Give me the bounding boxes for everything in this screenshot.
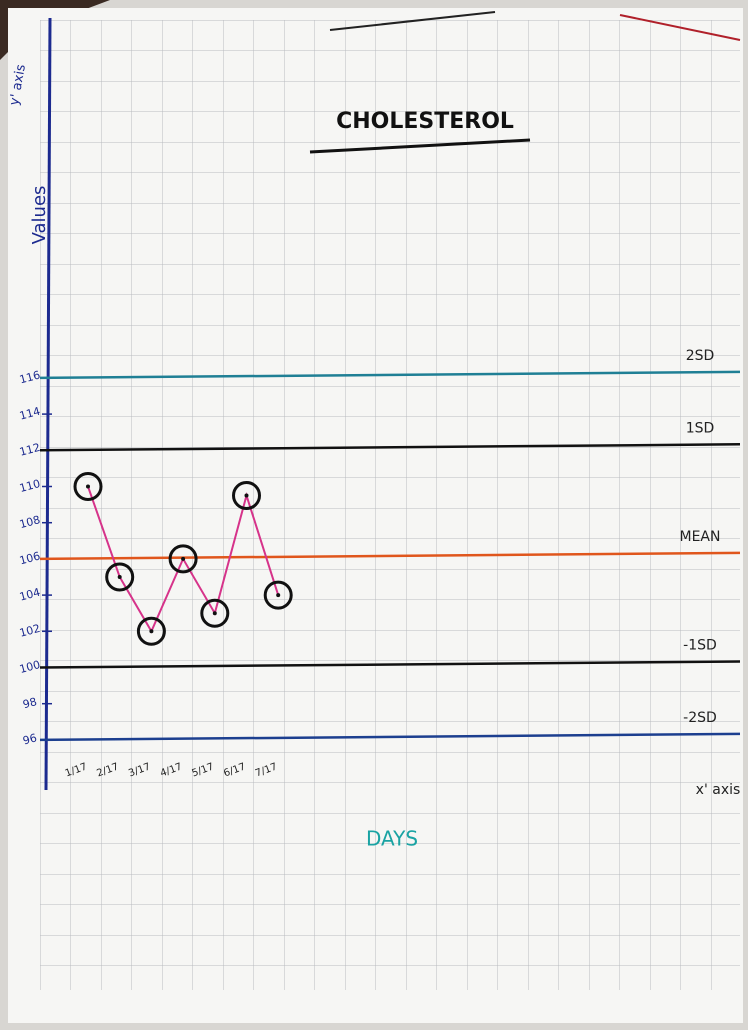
reference-label: -2SD — [683, 710, 717, 726]
reference-line — [39, 443, 741, 452]
y-tick-label: 98 — [21, 695, 38, 711]
reference-line — [39, 370, 741, 380]
data-dot — [181, 556, 186, 561]
y-tick-label: 114 — [18, 405, 42, 423]
data-dot — [276, 593, 281, 598]
y-tick-label: 96 — [21, 731, 38, 747]
reference-line — [39, 660, 741, 669]
y-tick-label: 104 — [18, 586, 42, 604]
y-axis-marker: y' axis — [7, 63, 29, 107]
y-axis-label: Values — [29, 186, 50, 245]
data-point — [232, 481, 261, 511]
y-tick-label: 112 — [18, 441, 42, 459]
y-tick-label: 106 — [18, 549, 42, 567]
data-dot — [212, 611, 217, 616]
data-point — [105, 562, 135, 592]
data-dot — [86, 484, 90, 489]
y-tick-label: 102 — [18, 622, 42, 640]
reference-label: -1SD — [683, 638, 717, 654]
reference-label: 1SD — [686, 420, 715, 436]
data-point — [263, 580, 293, 610]
reference-label: MEAN — [680, 529, 721, 545]
y-axis — [44, 17, 52, 791]
y-tick-label: 116 — [18, 368, 42, 386]
data-dot — [117, 575, 122, 579]
y-tick-label: 108 — [18, 513, 42, 531]
x-axis-marker: x' axis — [696, 782, 741, 798]
data-point — [200, 598, 230, 628]
data-dot — [244, 493, 249, 498]
reference-line — [39, 551, 741, 561]
chart-title: CHOLESTEROL — [336, 109, 514, 134]
scribble — [329, 11, 496, 31]
graph-grid — [40, 20, 740, 990]
title-underline — [309, 138, 531, 154]
y-tick-label: 110 — [18, 477, 42, 495]
reference-label: 2SD — [686, 348, 715, 364]
data-point — [136, 616, 166, 646]
data-point — [168, 544, 198, 574]
reference-line — [39, 732, 741, 742]
x-axis-label: DAYS — [366, 827, 418, 851]
data-point — [73, 472, 103, 501]
scribble — [619, 14, 741, 41]
y-tick-label: 100 — [18, 658, 42, 676]
data-dot — [149, 629, 154, 634]
